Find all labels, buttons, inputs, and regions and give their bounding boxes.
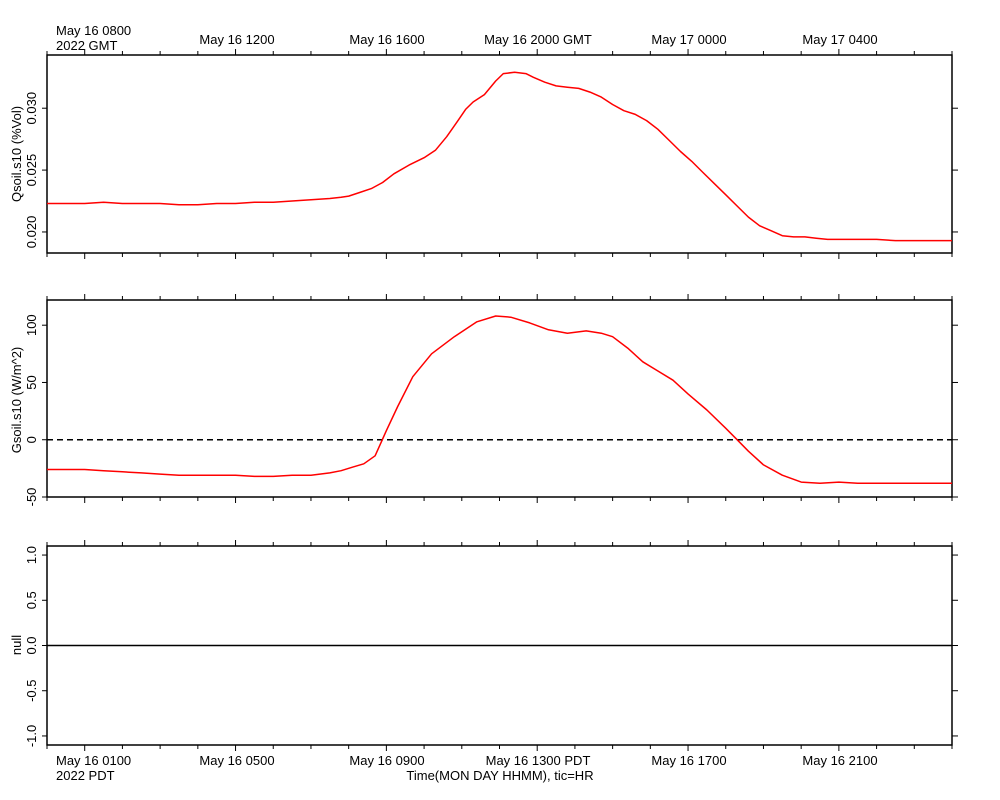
top-axis-label: May 16 1200 xyxy=(199,32,274,47)
y-tick-label: 0.020 xyxy=(24,216,39,249)
y-tick-label: 100 xyxy=(24,314,39,336)
y-tick-label: 0.030 xyxy=(24,92,39,125)
panel-2-series-line xyxy=(47,315,952,485)
panel-1-series-line xyxy=(47,71,952,242)
y-tick-label: -0.5 xyxy=(24,680,39,702)
bottom-axis-label: May 16 2100 xyxy=(802,753,877,768)
bottom-axis-label: May 16 0900 xyxy=(349,753,424,768)
panel-1-ylabel: Qsoil.s10 (%Vol) xyxy=(9,106,24,202)
panel-2-ylabel: Gsoil.s10 (W/m^2) xyxy=(9,347,24,454)
top-axis-label: May 16 2000 GMT xyxy=(484,32,592,47)
bottom-axis-label: May 16 0500 xyxy=(199,753,274,768)
y-tick-label: 0.5 xyxy=(24,591,39,609)
y-tick-label: 50 xyxy=(24,375,39,389)
top-axis-label: May 17 0000 xyxy=(651,32,726,47)
panel-1-frame xyxy=(46,54,953,254)
top-axis-first-label-line2: 2022 GMT xyxy=(56,38,117,53)
bottom-axis-first-label-line2: 2022 PDT xyxy=(56,768,115,783)
y-tick-label: 0.0 xyxy=(24,636,39,654)
bottom-axis-label: May 16 1700 xyxy=(651,753,726,768)
y-tick-label: -50 xyxy=(24,488,39,507)
bottom-axis-first-label-line1: May 16 0100 xyxy=(56,753,131,768)
panel-3-ylabel: null xyxy=(9,635,24,655)
top-axis-label: May 17 0400 xyxy=(802,32,877,47)
bottom-axis-label: May 16 1300 PDT xyxy=(486,753,591,768)
x-axis-title: Time(MON DAY HHMM), tic=HR xyxy=(406,768,593,783)
top-axis-first-label-line1: May 16 0800 xyxy=(56,23,131,38)
top-axis-label: May 16 1600 xyxy=(349,32,424,47)
y-tick-label: -1.0 xyxy=(24,725,39,747)
y-tick-label: 1.0 xyxy=(24,546,39,564)
y-tick-label: 0 xyxy=(24,436,39,443)
y-tick-label: 0.025 xyxy=(24,154,39,187)
chart-panels: 0.020 0.025 0.030 -50 0 50 100 -1.0 -0.5 0.0 0.5 1.… xyxy=(24,49,958,751)
panel-2-frame xyxy=(46,299,953,498)
